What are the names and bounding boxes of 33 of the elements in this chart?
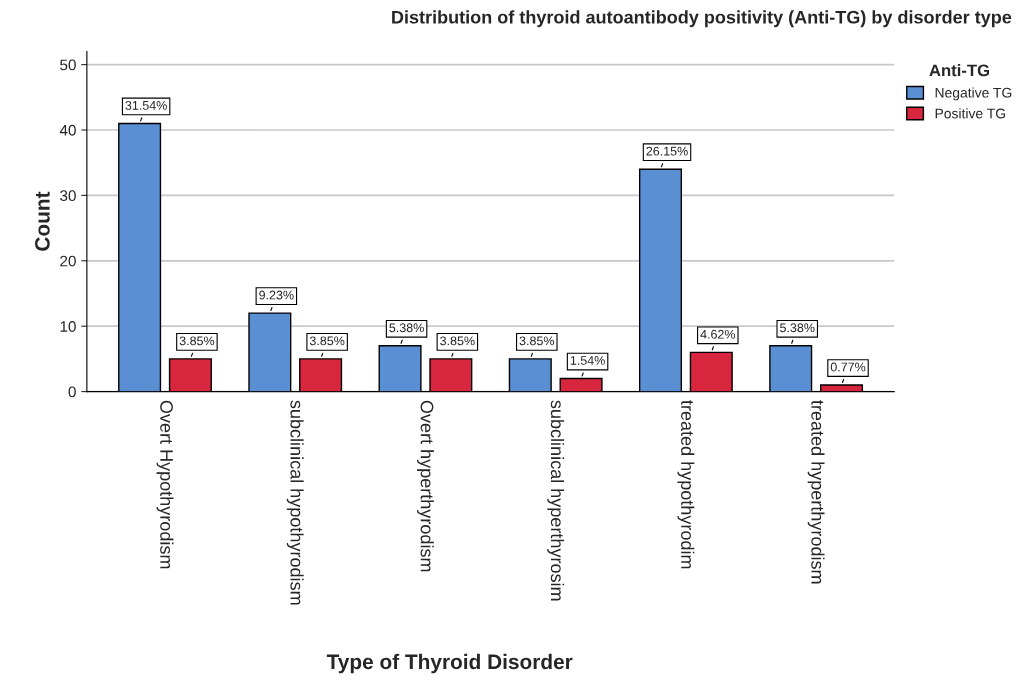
annotation: 1.54% [570,356,605,365]
annotation: 3.85% [440,336,475,346]
annotation: 9.23% [259,290,294,300]
x-tick-label: treated hyperthyrodism [807,400,825,584]
bar [689,351,733,392]
annotation: 26.15% [646,146,688,156]
x-axis-title: Type of Thyroid Disorder [326,653,573,674]
x-tick-label: Overt hyperthyrodism [417,400,434,572]
y-tick-label: 40 [59,124,76,136]
y-tick-label: 0 [68,386,76,398]
y-tick-label: 10 [60,321,76,332]
legend-label: Positive TG [935,108,1006,119]
annotation: 5.38% [780,323,815,333]
legend-label: Negative TG [935,87,1012,101]
y-tick-label: 30 [60,190,76,202]
annotation: 3.85% [519,336,555,346]
annotation: 31.54% [125,100,167,110]
bar [559,377,603,392]
x-tick-label: Overt Hypothyrodism [156,400,174,569]
y-tick-label: 20 [60,255,76,267]
y-axis-title: Count [35,191,50,251]
x-tick-label: subclinical hypothyrodism [286,400,304,605]
y-tick-label: 50 [60,59,76,71]
bar [638,168,683,392]
annotation: 3.85% [309,336,345,346]
annotation: 5.38% [389,323,424,333]
annotation: 3.85% [179,336,215,346]
annotation: 4.62% [700,329,736,339]
x-tick-label: treated hypothyrodim [677,400,695,569]
annotation: 0.77% [830,362,866,372]
legend-title: Anti-TG [929,64,990,77]
x-tick-label: subclinical hyperthyrosim [547,400,565,601]
chart-title: Distribution of thyroid autoantibody positivity (Anti-TG) by disorder type [392,10,1012,28]
